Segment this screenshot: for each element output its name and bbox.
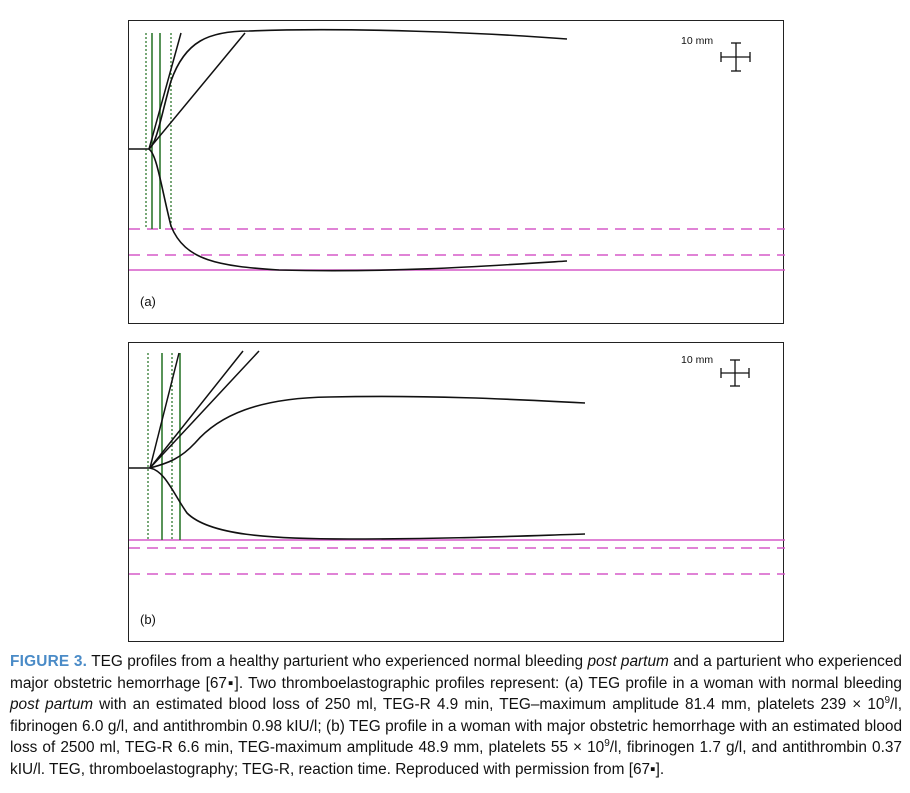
caption-text: /l, fibrinogen 6.0 g/l, and antithrombin…: [10, 696, 902, 756]
caption-superscript: 9: [604, 737, 610, 749]
caption-text: with an estimated blood loss of 250 ml, …: [93, 696, 885, 713]
figure-label: FIGURE 3.: [10, 653, 88, 670]
scale-cross-icon: [720, 359, 750, 387]
caption-italic: post partum: [587, 653, 669, 670]
reference-marker: ▪: [650, 760, 656, 778]
teg-lower-trace: [149, 467, 586, 540]
caption-text: ].: [655, 760, 665, 778]
teg-profile-a: 10 mm (a): [129, 28, 785, 309]
panel-label: (a): [140, 294, 156, 309]
reference-marker: ▪: [227, 674, 235, 692]
teg-panel-a: 10 mm (a): [128, 20, 785, 324]
caption-text: TEG profiles from a healthy parturient w…: [87, 653, 588, 670]
caption-text: and a parturient who experienced major o…: [10, 653, 902, 692]
teg-upper-trace: [148, 28, 568, 150]
teg-profile-b: 10 mm (b): [129, 350, 785, 627]
teg-panel-b: 10 mm (b): [128, 342, 785, 642]
scale-label: 10 mm: [681, 35, 713, 47]
panel-label: (b): [140, 612, 156, 627]
caption-superscript: 9: [884, 694, 891, 706]
scale-cross-icon: [720, 42, 751, 72]
alpha-angle-line: [149, 352, 180, 469]
alpha-angle-line: [148, 32, 246, 150]
alpha-angle-line: [149, 350, 260, 469]
alpha-angle-line: [148, 32, 182, 150]
caption-italic: post partum: [10, 696, 94, 713]
teg-upper-trace: [149, 395, 586, 469]
figure-caption: FIGURE 3. TEG profiles from a healthy pa…: [10, 651, 902, 780]
scale-label: 10 mm: [681, 354, 713, 366]
teg-lower-trace: [148, 148, 568, 272]
caption-text: /l, fibrinogen 1.7 g/l, and antithrombin…: [10, 739, 902, 778]
caption-text: ]. Two thromboelastographic profiles rep…: [234, 674, 902, 692]
alpha-angle-line: [149, 350, 244, 469]
